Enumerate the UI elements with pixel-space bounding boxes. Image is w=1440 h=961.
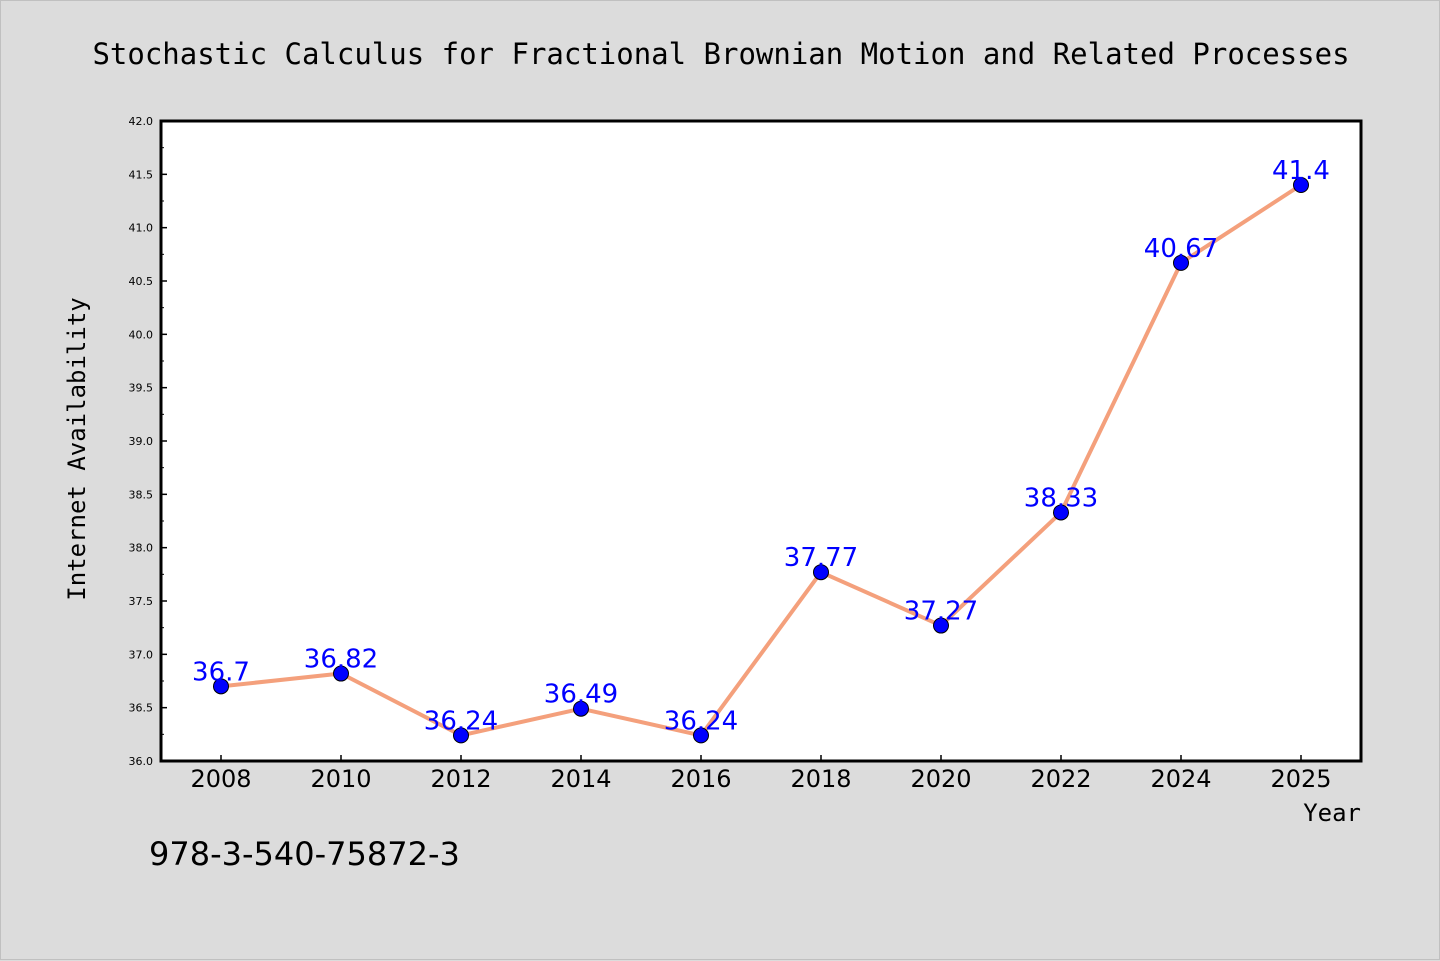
x-tick-label: 2012	[430, 765, 491, 793]
x-tick-label: 2020	[910, 765, 971, 793]
y-tick-label: 37.5	[129, 595, 154, 608]
y-tick-label: 40.0	[129, 328, 154, 341]
series-group: 36.7 36.82 36.24 36.49 36.24 37.77 37.27 38.33 4…	[192, 156, 1330, 744]
y-tick-label: 41.0	[129, 222, 154, 235]
data-point	[933, 617, 949, 634]
y-tick-label: 39.0	[129, 435, 154, 448]
data-label: 36.24	[664, 706, 738, 736]
y-tick-label: 41.5	[129, 168, 154, 181]
data-label: 36.7	[192, 657, 250, 687]
y-axis-label: Internet Availability	[63, 297, 91, 600]
x-tick-label: 2018	[790, 765, 851, 793]
y-tick-label: 37.0	[129, 648, 154, 661]
x-axis: 2008 2010 2012 2014 2016 2018 2020 2022 2024 2025	[190, 755, 1332, 793]
x-tick-label: 2024	[1150, 765, 1211, 793]
data-label: 38.33	[1024, 483, 1098, 513]
data-point	[333, 665, 349, 682]
chart-title: Stochastic Calculus for Fractional Brown…	[92, 37, 1349, 71]
y-tick-label: 40.5	[129, 275, 154, 288]
y-tick-label: 36.0	[129, 755, 154, 768]
data-label: 40.67	[1144, 234, 1218, 264]
data-point	[573, 700, 589, 717]
data-point	[1293, 177, 1309, 193]
x-tick-label: 2025	[1270, 765, 1331, 793]
y-tick-label: 42.0	[129, 115, 154, 128]
data-point	[453, 727, 469, 744]
x-tick-label: 2008	[190, 765, 251, 793]
data-label: 37.27	[904, 597, 978, 627]
data-point	[213, 678, 229, 695]
x-tick-label: 2010	[310, 765, 371, 793]
data-label: 41.4	[1272, 156, 1330, 186]
x-tick-label: 2016	[670, 765, 731, 793]
y-tick-label: 39.5	[129, 382, 154, 395]
data-label: 36.82	[304, 645, 378, 675]
y-axis: 36.0 36.5 37.0 37.5 38.0 38.5 39.0 39.5 40.0 40.5…	[129, 115, 167, 768]
data-label: 36.24	[424, 706, 498, 736]
x-tick-label: 2014	[550, 765, 611, 793]
data-point	[1173, 254, 1189, 271]
y-tick-label: 36.5	[129, 702, 154, 715]
data-point	[813, 564, 829, 581]
data-label: 36.49	[544, 680, 618, 710]
data-point	[1053, 504, 1069, 521]
data-label: 37.77	[784, 543, 858, 573]
x-tick-label: 2022	[1030, 765, 1091, 793]
x-axis-label: Year	[1303, 799, 1361, 827]
data-point	[693, 727, 709, 744]
y-tick-label: 38.5	[129, 488, 154, 501]
isbn-annotation: 978-3-540-75872-3	[149, 835, 460, 873]
y-tick-label: 38.0	[129, 542, 154, 555]
series-line	[220, 183, 1303, 738]
